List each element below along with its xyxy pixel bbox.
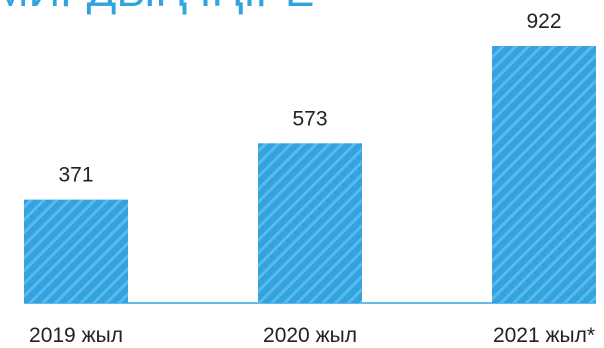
bar-1 (24, 199, 128, 303)
value-label-2: 573 (292, 107, 327, 130)
category-label-3: 2021 жыл* (493, 324, 595, 347)
value-label-1: 371 (58, 164, 93, 187)
value-label-3: 922 (526, 10, 561, 33)
bar-3 (492, 46, 596, 303)
bar-2 (258, 143, 362, 303)
category-label-2: 2020 жыл (263, 324, 357, 347)
chart-title: МИРДЫҢ ІҢІРЕ (0, 0, 314, 16)
category-label-1: 2019 жыл (29, 324, 123, 347)
